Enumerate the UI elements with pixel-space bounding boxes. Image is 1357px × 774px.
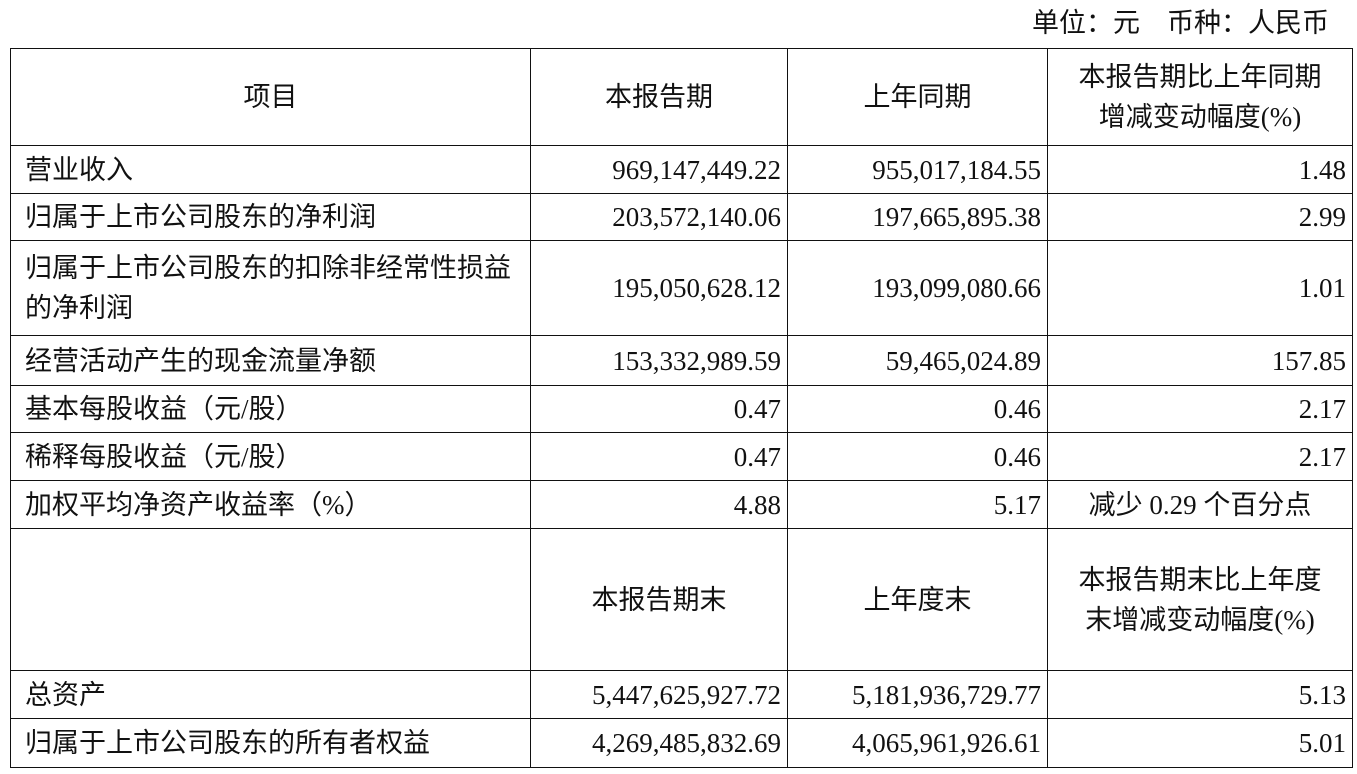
cell-value: 153,332,989.59 [530,335,788,386]
row-label: 归属于上市公司股东的扣除非经常性损益的净利润 [10,240,531,336]
cell-value: 4,065,961,926.61 [787,718,1048,768]
cell-value: 203,572,140.06 [530,193,788,241]
table-row: 归属于上市公司股东的扣除非经常性损益的净利润 195,050,628.12 193,… [10,240,1353,336]
table-row: 归属于上市公司股东的净利润 203,572,140.06 197,665,895.3… [10,193,1353,241]
cell-value: 2.99 [1047,193,1353,241]
table-row: 经营活动产生的现金流量净额 153,332,989.59 59,465,024.89… [10,335,1353,386]
table-row: 稀释每股收益（元/股） 0.47 0.46 2.17 [10,432,1353,481]
row-label: 加权平均净资产收益率（%） [10,480,531,529]
cell-value: 195,050,628.12 [530,240,788,336]
column-header: 上年同期 [787,48,1048,146]
column-header: 本报告期比上年同期增减变动幅度(%) [1047,48,1353,146]
column-header: 本报告期 [530,48,788,146]
table-row: 基本每股收益（元/股） 0.47 0.46 2.17 [10,385,1353,433]
cell-value: 157.85 [1047,335,1353,386]
cell-value: 4.88 [530,480,788,529]
cell-value: 5,181,936,729.77 [787,670,1048,719]
cell-value: 5.01 [1047,718,1353,768]
cell-value: 0.46 [787,385,1048,433]
cell-value: 955,017,184.55 [787,145,1048,194]
cell-value: 2.17 [1047,432,1353,481]
cell-value: 193,099,080.66 [787,240,1048,336]
row-label: 基本每股收益（元/股） [10,385,531,433]
unit-currency-note: 单位：元 币种：人民币 [1032,8,1329,38]
column-header: 本报告期末 [530,528,788,671]
header-row: 本报告期末 上年度末 本报告期末比上年度末增减变动幅度(%) [10,528,1353,671]
column-header: 上年度末 [787,528,1048,671]
cell-value: 5.17 [787,480,1048,529]
cell-value: 减少 0.29 个百分点 [1047,480,1353,529]
row-label: 营业收入 [10,145,531,194]
column-header [10,528,531,671]
cell-value: 0.46 [787,432,1048,481]
cell-value: 969,147,449.22 [530,145,788,194]
column-header: 项目 [10,48,531,146]
cell-value: 5.13 [1047,670,1353,719]
financial-summary-table: 项目 本报告期 上年同期 本报告期比上年同期增减变动幅度(%) 营业收入 969,147,… [10,48,1353,768]
column-header: 本报告期末比上年度末增减变动幅度(%) [1047,528,1353,671]
row-label: 经营活动产生的现金流量净额 [10,335,531,386]
cell-value: 5,447,625,927.72 [530,670,788,719]
table-row: 营业收入 969,147,449.22 955,017,184.55 1.48 [10,145,1353,194]
row-label: 总资产 [10,670,531,719]
cell-value: 59,465,024.89 [787,335,1048,386]
row-label: 归属于上市公司股东的所有者权益 [10,718,531,768]
cell-value: 0.47 [530,385,788,433]
table-row: 加权平均净资产收益率（%） 4.88 5.17 减少 0.29 个百分点 [10,480,1353,529]
table-row: 总资产 5,447,625,927.72 5,181,936,729.77 5.13 [10,670,1353,719]
row-label: 稀释每股收益（元/股） [10,432,531,481]
table-row: 归属于上市公司股东的所有者权益 4,269,485,832.69 4,065,961… [10,718,1353,768]
cell-value: 1.01 [1047,240,1353,336]
cell-value: 197,665,895.38 [787,193,1048,241]
row-label: 归属于上市公司股东的净利润 [10,193,531,241]
cell-value: 2.17 [1047,385,1353,433]
cell-value: 4,269,485,832.69 [530,718,788,768]
cell-value: 1.48 [1047,145,1353,194]
cell-value: 0.47 [530,432,788,481]
header-row: 项目 本报告期 上年同期 本报告期比上年同期增减变动幅度(%) [10,48,1353,146]
